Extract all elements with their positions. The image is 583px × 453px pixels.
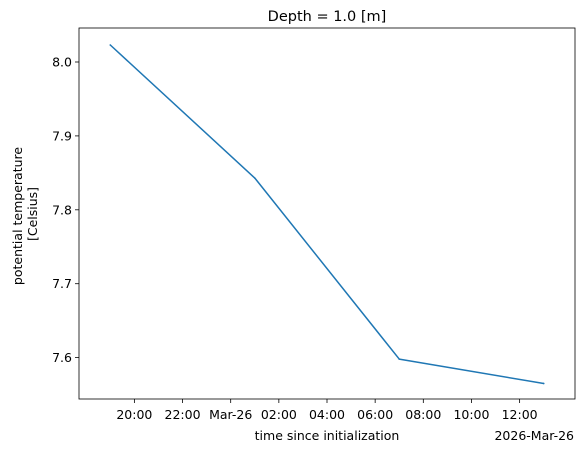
x-tick-label: 08:00 — [405, 407, 441, 422]
x-tick-label: 06:00 — [357, 407, 393, 422]
y-tick-label: 7.8 — [52, 202, 72, 217]
y-axis-label-line-1: potential temperature — [10, 147, 25, 285]
data-points — [109, 44, 545, 385]
x-tick-label: 20:00 — [116, 407, 152, 422]
x-axis-offset-label: 2026-Mar-26 — [494, 428, 574, 443]
y-tick-label: 7.7 — [52, 276, 72, 291]
data-point — [253, 177, 256, 179]
y-tick-label: 7.6 — [52, 350, 72, 365]
data-point — [398, 358, 401, 360]
x-tick-label: Mar-26 — [209, 407, 252, 422]
y-axis-ticks: 7.6 7.7 7.8 7.9 8.0 — [52, 54, 79, 365]
x-tick-label: 22:00 — [165, 407, 201, 422]
x-tick-label: 10:00 — [453, 407, 489, 422]
data-point — [109, 44, 112, 46]
plot-frame — [78, 27, 576, 400]
chart-title: Depth = 1.0 [m] — [268, 9, 387, 25]
data-point — [542, 382, 545, 385]
x-axis-label: time since initialization — [255, 428, 400, 443]
y-axis-label-line-2: [Celsius] — [25, 187, 40, 241]
y-tick-label: 7.9 — [52, 128, 72, 143]
x-tick-label: 02:00 — [261, 407, 297, 422]
series-line — [109, 44, 545, 385]
x-tick-label: 12:00 — [502, 407, 538, 422]
y-axis-label: potential temperature [Celsius] — [10, 143, 40, 285]
y-tick-label: 8.0 — [52, 54, 72, 69]
x-tick-label: 04:00 — [309, 407, 345, 422]
x-axis-ticks: 20:00 22:00 Mar-26 02:00 04:00 06:00 08:00 10:0… — [116, 399, 538, 422]
